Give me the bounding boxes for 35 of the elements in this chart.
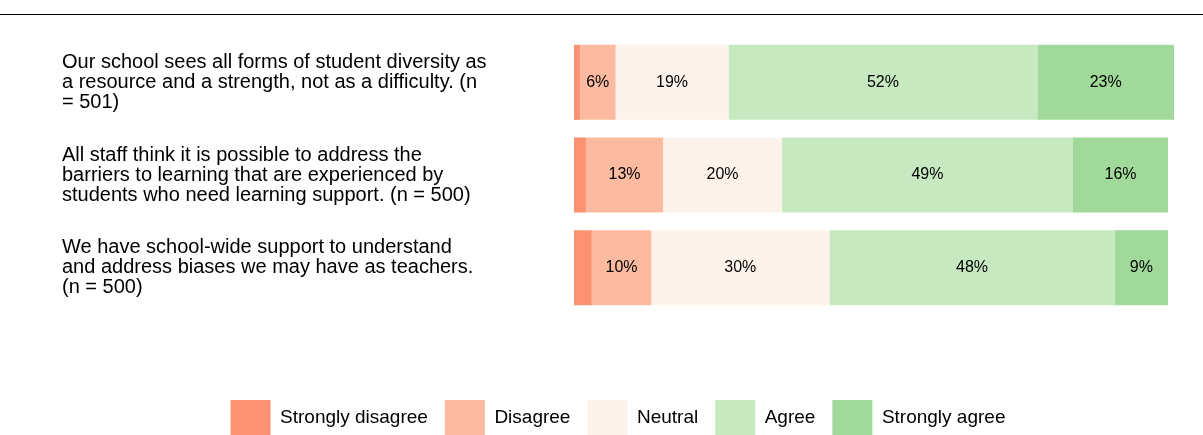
bar	[651, 230, 830, 306]
data-label: 19%	[656, 72, 689, 90]
bar	[1114, 230, 1169, 306]
bar	[663, 137, 782, 213]
bar	[615, 44, 729, 120]
data-label: 20%	[706, 165, 739, 183]
data-label: 23%	[1089, 72, 1122, 90]
bar	[829, 230, 1115, 306]
legend-label: Strongly agree	[881, 406, 1006, 428]
data-label: 49%	[911, 165, 944, 183]
data-label: 10%	[605, 258, 638, 276]
bar	[728, 44, 1038, 120]
bar	[579, 44, 616, 120]
bar	[1037, 44, 1174, 120]
data-label: 6%	[586, 72, 610, 90]
data-label: 13%	[608, 165, 641, 183]
legend-label: Strongly disagree	[280, 406, 428, 428]
bar	[574, 137, 586, 213]
legend-label: Neutral	[636, 406, 699, 428]
bar	[781, 137, 1074, 213]
y-tick-label: All staff think it is possible to address the barriers to learning that are experienced by students who need learning support. (n = 500)	[62, 142, 471, 205]
data-label: 9%	[1129, 258, 1153, 276]
y-tick-label: Our school sees all forms of student diversity as a resource and a strength, not as a difficulty. (n = 501)	[62, 49, 487, 112]
data-label: 30%	[724, 258, 757, 276]
bar	[591, 230, 652, 306]
legend-label: Disagree	[494, 406, 571, 428]
legend-label: Agree	[764, 406, 816, 428]
y-tick-label: We have school-wide support to understand and address biases we may have as teachers. (n = 500)	[62, 235, 474, 298]
bar	[1073, 137, 1169, 213]
data-label: 52%	[866, 72, 899, 90]
bar	[574, 44, 580, 120]
data-label: 16%	[1104, 165, 1137, 183]
bar	[574, 230, 592, 306]
data-label: 48%	[956, 258, 989, 276]
bar	[585, 137, 664, 213]
